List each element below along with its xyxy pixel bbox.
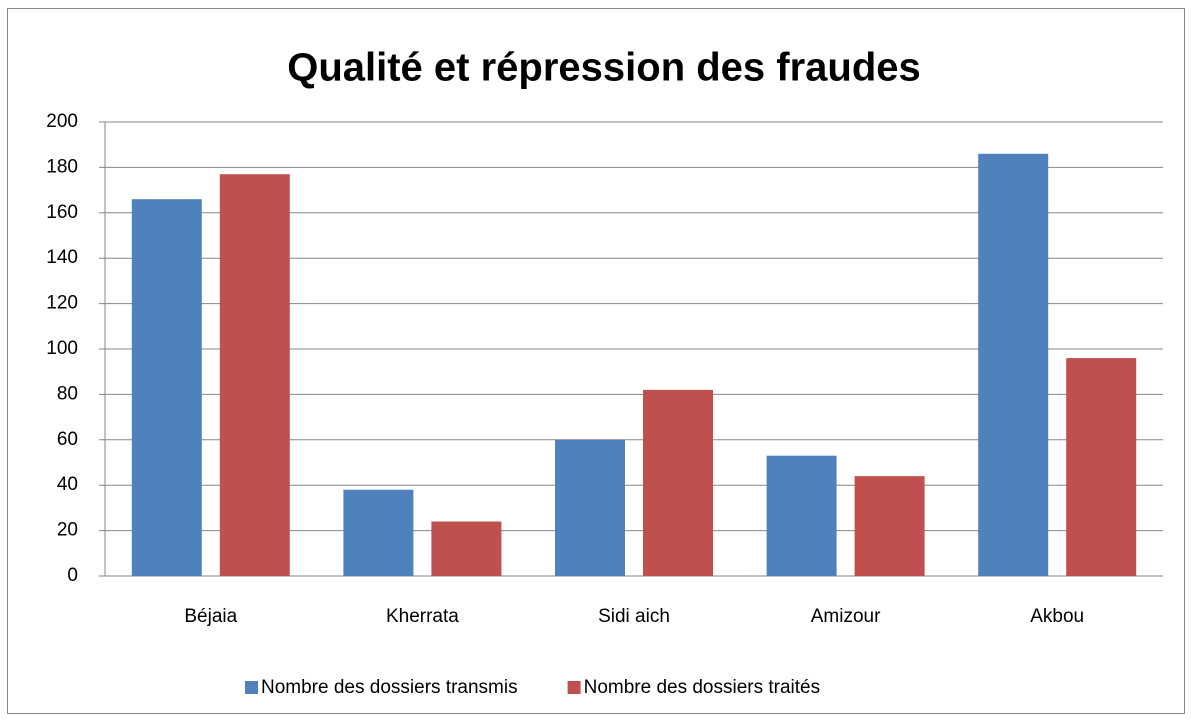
x-tick-label: Amizour [811, 606, 881, 627]
y-tick-label: 100 [46, 338, 78, 359]
y-tick-label: 0 [67, 565, 78, 586]
x-tick-label: Sidi aich [598, 606, 670, 627]
y-tick-label: 140 [46, 247, 78, 268]
bar [1066, 358, 1137, 576]
legend-label: Nombre des dossiers transmis [261, 677, 518, 698]
bar [854, 476, 925, 576]
bar [431, 521, 502, 576]
bar [555, 439, 625, 576]
y-tick-label: 200 [46, 111, 78, 132]
y-tick-label: 60 [57, 429, 78, 450]
y-tick-label: 160 [46, 202, 78, 223]
y-tick-label: 40 [57, 474, 78, 495]
x-tick-label: Akbou [1030, 606, 1084, 627]
legend-swatch [567, 681, 581, 694]
bar [643, 389, 713, 576]
bar [219, 174, 290, 576]
x-tick-label: Béjaia [184, 606, 237, 627]
x-tick-label: Kherrata [386, 606, 459, 627]
legend-swatch [245, 681, 258, 694]
chart-title: Qualité et répression des fraudes [287, 46, 921, 90]
y-tick-label: 20 [57, 520, 78, 541]
bar [978, 153, 1049, 576]
bar [343, 489, 414, 576]
bar [766, 455, 837, 576]
y-tick-label: 180 [46, 156, 78, 177]
y-tick-label: 120 [46, 293, 78, 314]
y-tick-label: 80 [57, 383, 78, 404]
legend-label: Nombre des dossiers traités [584, 677, 821, 698]
bar [131, 199, 202, 576]
